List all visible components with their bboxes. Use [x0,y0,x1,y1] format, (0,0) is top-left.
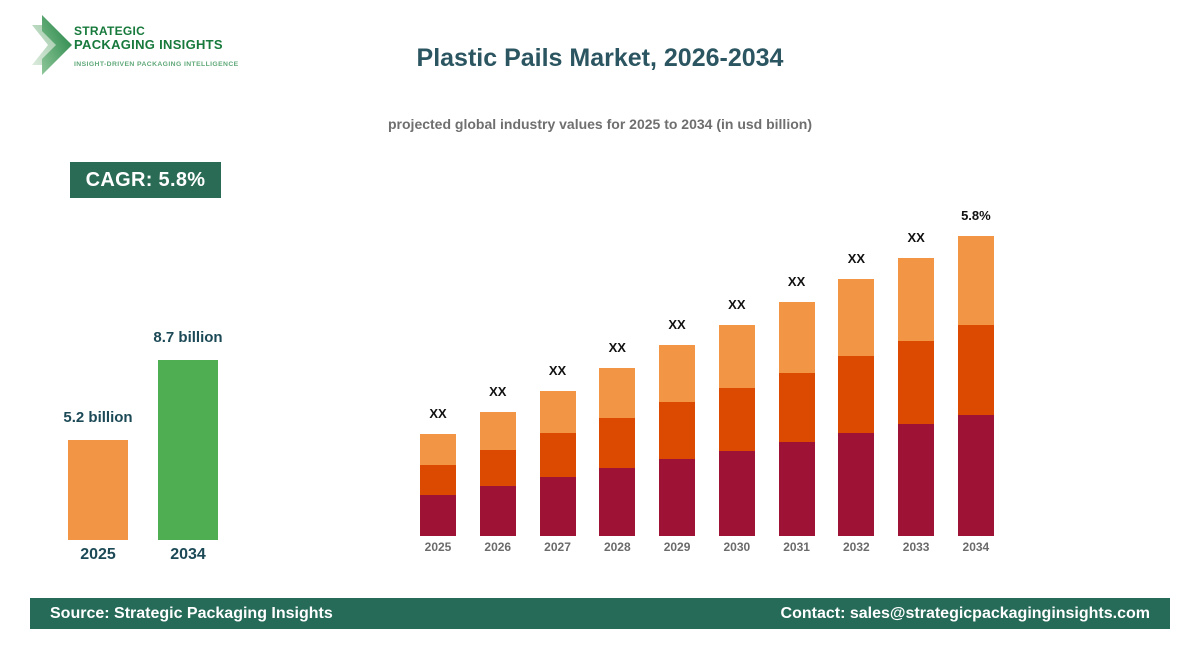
stacked-bar-year: 2032 [843,540,870,554]
segment-top [539,391,576,433]
mini-bar-group-2034: 8.7 billion 2034 [153,329,222,564]
segment-middle [479,450,516,486]
stacked-bar-group-2032: XX 2032 [838,251,875,556]
stacked-bar-group-2026: XX 2026 [479,384,516,556]
stacked-bar-group-2028: XX 2028 [599,340,636,556]
segment-top [957,236,994,325]
page-subtitle: projected global industry values for 202… [388,116,812,132]
stacked-bar-group-2031: XX 2031 [778,274,815,556]
segment-middle [838,356,875,433]
stacked-bar-label: XX [787,274,806,289]
footer-bar: Source: Strategic Packaging Insights Con… [30,598,1170,629]
stacked-bar-year: 2027 [544,540,571,554]
mini-bar-group-2025: 5.2 billion 2025 [63,409,132,564]
stacked-bar-label: XX [429,406,447,421]
stacked-bar-group-2027: XX 2027 [539,363,576,556]
segment-middle [898,341,935,424]
mini-bar-year: 2034 [170,546,206,563]
segment-middle [957,325,994,415]
segment-bottom [957,415,994,536]
stacked-bar-year: 2034 [962,540,990,554]
segment-top [778,302,815,373]
stacked-bar-year: 2031 [783,540,810,554]
segment-bottom [898,424,935,536]
mini-bar-2034 [158,360,218,540]
segment-middle [718,388,755,451]
mini-bar-year: 2025 [80,546,116,563]
logo-line1: STRATEGIC [74,24,146,38]
page-title: Plastic Pails Market, 2026-2034 [416,44,784,72]
segment-top [479,412,516,450]
mini-bar-value: 8.7 billion [153,329,223,346]
logo: STRATEGIC PACKAGING INSIGHTS INSIGHT-DRI… [30,13,239,77]
segment-top [599,368,636,418]
yearly-projection-chart: XX 2025 XX 2026 XX 2027 XX 2028 XX 2029 XX 2030 XX 20… [420,198,994,556]
segment-bottom [718,451,755,536]
segment-bottom [838,433,875,536]
footer-contact: Contact: sales@strategicpackaginginsight… [780,604,1150,622]
stacked-bar-year: 2030 [723,540,751,554]
mini-bar-value: 5.2 billion [63,409,133,426]
segment-bottom [479,486,516,536]
stacked-bar-year: 2033 [902,540,930,554]
segment-top [659,345,696,402]
stacked-bar-year: 2029 [663,540,691,554]
stacked-bar-label: XX [728,297,746,312]
stacked-bar-year: 2028 [603,540,631,554]
footer-source: Source: Strategic Packaging Insights [50,604,333,622]
segment-top [838,279,875,356]
stacked-bar-label: XX [907,230,925,245]
stacked-bar-group-2030: XX 2030 [718,297,755,556]
stacked-bar-label: XX [548,363,567,378]
segment-middle [420,465,456,495]
segment-top [420,434,456,465]
stacked-bar-label: XX [847,251,866,266]
stacked-bar-label: XX [489,384,507,399]
segment-bottom [420,495,456,536]
segment-middle [778,373,815,442]
segment-middle [659,402,696,459]
segment-bottom [539,477,576,536]
segment-bottom [659,459,696,536]
stacked-bar-label: XX [668,317,686,332]
growth-summary-chart: 5.2 billion 2025 8.7 billion 2034 [63,320,243,564]
logo-line2: PACKAGING INSIGHTS [74,37,223,52]
stacked-bar-label: XX [608,340,626,355]
mini-bar-2025 [68,440,128,540]
stacked-bar-year: 2025 [424,540,452,554]
segment-bottom [599,468,636,536]
logo-tagline: INSIGHT-DRIVEN PACKAGING INTELLIGENCE [74,61,239,68]
segment-top [718,325,755,388]
segment-middle [539,433,576,477]
double-chevron-right-icon [32,15,72,75]
logo-text: STRATEGIC PACKAGING INSIGHTS INSIGHT-DRI… [74,13,239,77]
stacked-bar-group-2033: XX 2033 [898,230,935,556]
segment-bottom [778,442,815,536]
stacked-bar-group-2025: XX 2025 [420,406,456,556]
stacked-bar-group-2029: XX 2029 [659,317,696,556]
stacked-bar-group-2034: 5.8% 2034 [957,208,994,556]
segment-top [898,258,935,341]
cagr-badge: CAGR: 5.8% [70,162,221,198]
stacked-bar-year: 2026 [484,540,512,554]
segment-middle [599,418,636,468]
stacked-bar-label: 5.8% [961,208,991,223]
